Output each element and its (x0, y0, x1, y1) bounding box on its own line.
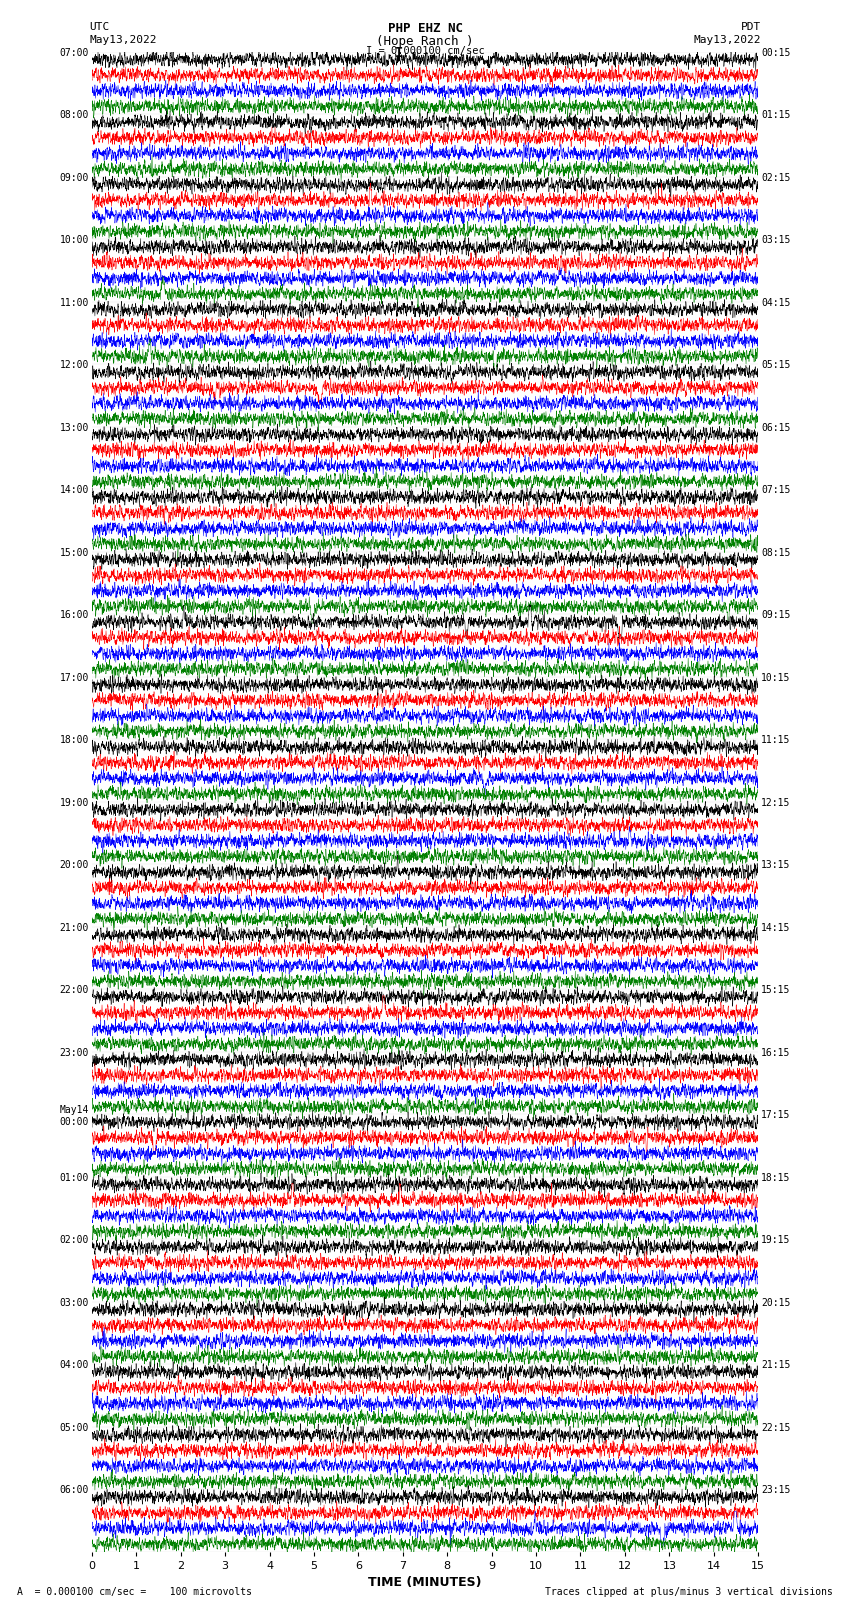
Text: UTC: UTC (89, 23, 110, 32)
Text: PHP EHZ NC: PHP EHZ NC (388, 23, 462, 35)
X-axis label: TIME (MINUTES): TIME (MINUTES) (368, 1576, 482, 1589)
Text: (Hope Ranch ): (Hope Ranch ) (377, 35, 473, 48)
Text: A  = 0.000100 cm/sec =    100 microvolts: A = 0.000100 cm/sec = 100 microvolts (17, 1587, 252, 1597)
Text: I = 0.000100 cm/sec: I = 0.000100 cm/sec (366, 45, 484, 56)
Text: May13,2022: May13,2022 (89, 35, 156, 45)
Text: Traces clipped at plus/minus 3 vertical divisions: Traces clipped at plus/minus 3 vertical … (545, 1587, 833, 1597)
Text: I: I (395, 45, 404, 60)
Text: PDT: PDT (740, 23, 761, 32)
Text: May13,2022: May13,2022 (694, 35, 761, 45)
